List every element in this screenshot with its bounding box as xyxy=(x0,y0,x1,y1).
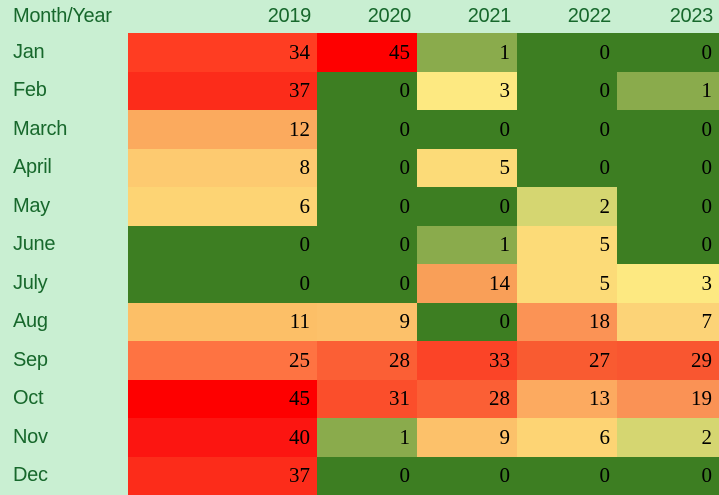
heatmap-cell[interactable]: 3 xyxy=(417,71,517,110)
row-label-dec: Dec xyxy=(0,456,128,495)
heatmap-cell[interactable]: 18 xyxy=(517,302,617,341)
heatmap-cell[interactable]: 0 xyxy=(617,456,719,495)
row-label-aug: Aug xyxy=(0,302,128,341)
row-label-july: July xyxy=(0,264,128,303)
heatmap-cell[interactable]: 0 xyxy=(317,187,417,226)
heatmap-cell[interactable]: 29 xyxy=(617,341,719,380)
heatmap-cell[interactable]: 2 xyxy=(517,187,617,226)
heatmap-cell[interactable]: 0 xyxy=(128,225,317,264)
heatmap-cell[interactable]: 1 xyxy=(617,71,719,110)
row-label-may: May xyxy=(0,187,128,226)
heatmap-cell[interactable]: 0 xyxy=(617,148,719,187)
row-label-jan: Jan xyxy=(0,33,128,72)
heatmap-cell[interactable]: 0 xyxy=(317,225,417,264)
heatmap-cell[interactable]: 40 xyxy=(128,418,317,457)
heatmap-cell[interactable]: 14 xyxy=(417,264,517,303)
heatmap-cell[interactable]: 0 xyxy=(317,456,417,495)
heatmap-cell[interactable]: 11 xyxy=(128,302,317,341)
heatmap-cell[interactable]: 6 xyxy=(128,187,317,226)
column-header-2021: 2021 xyxy=(467,5,512,27)
heatmap-cell[interactable]: 13 xyxy=(517,379,617,418)
heatmap-cell[interactable]: 31 xyxy=(317,379,417,418)
heatmap-cell[interactable]: 5 xyxy=(517,225,617,264)
column-header-2019: 2019 xyxy=(267,5,312,27)
heatmap-cell[interactable]: 0 xyxy=(517,33,617,72)
heatmap-cell[interactable]: 37 xyxy=(128,456,317,495)
heatmap-cell[interactable]: 0 xyxy=(617,33,719,72)
heatmap-cell[interactable]: 8 xyxy=(128,148,317,187)
heatmap-cell[interactable]: 0 xyxy=(517,148,617,187)
heatmap-cell[interactable]: 45 xyxy=(317,33,417,72)
heatmap-cell[interactable]: 0 xyxy=(317,110,417,149)
heatmap-cell[interactable]: 19 xyxy=(617,379,719,418)
heatmap-cell[interactable]: 33 xyxy=(417,341,517,380)
heatmap-cell[interactable]: 7 xyxy=(617,302,719,341)
heatmap-cell[interactable]: 0 xyxy=(417,456,517,495)
heatmap-cell[interactable]: 0 xyxy=(317,148,417,187)
row-label-feb: Feb xyxy=(0,71,128,110)
heatmap-cell[interactable]: 5 xyxy=(417,148,517,187)
heatmap-cell[interactable]: 1 xyxy=(417,33,517,72)
heatmap-cell[interactable]: 5 xyxy=(517,264,617,303)
heatmap-cell[interactable]: 0 xyxy=(617,225,719,264)
row-label-nov: Nov xyxy=(0,418,128,457)
heatmap-cell[interactable]: 0 xyxy=(417,110,517,149)
heatmap-cell[interactable]: 45 xyxy=(128,379,317,418)
heatmap-cell[interactable]: 34 xyxy=(128,33,317,72)
row-label-oct: Oct xyxy=(0,379,128,418)
corner-header-month-year: Month/Year xyxy=(13,5,112,27)
heatmap-cell[interactable]: 25 xyxy=(128,341,317,380)
row-label-march: March xyxy=(0,110,128,149)
heatmap-cell[interactable]: 0 xyxy=(417,187,517,226)
column-header-2023: 2023 xyxy=(669,5,714,27)
heatmap-cell[interactable]: 6 xyxy=(517,418,617,457)
heatmap-cell[interactable]: 2 xyxy=(617,418,719,457)
row-label-sep: Sep xyxy=(0,341,128,380)
heatmap-cell[interactable]: 0 xyxy=(617,187,719,226)
heatmap-cell[interactable]: 0 xyxy=(417,302,517,341)
heatmap-cell[interactable]: 28 xyxy=(417,379,517,418)
heatmap-cell[interactable]: 37 xyxy=(128,71,317,110)
heatmap-cell[interactable]: 1 xyxy=(317,418,417,457)
heatmap-cell[interactable]: 0 xyxy=(617,110,719,149)
heatmap-cell[interactable]: 0 xyxy=(517,456,617,495)
heatmap-cell[interactable]: 0 xyxy=(517,71,617,110)
heatmap-cell[interactable]: 12 xyxy=(128,110,317,149)
row-label-june: June xyxy=(0,225,128,264)
heatmap-cell[interactable]: 0 xyxy=(517,110,617,149)
column-header-2022: 2022 xyxy=(567,5,612,27)
heatmap-cell[interactable]: 28 xyxy=(317,341,417,380)
heatmap-cell[interactable]: 9 xyxy=(417,418,517,457)
heatmap-cell[interactable]: 1 xyxy=(417,225,517,264)
heatmap-cell[interactable]: 3 xyxy=(617,264,719,303)
heatmap-cell[interactable]: 0 xyxy=(317,264,417,303)
heatmap-cell[interactable]: 27 xyxy=(517,341,617,380)
column-header-2020: 2020 xyxy=(367,5,412,27)
row-label-april: April xyxy=(0,148,128,187)
heatmap-cell[interactable]: 0 xyxy=(128,264,317,303)
heatmap-cell[interactable]: 9 xyxy=(317,302,417,341)
heatmap-cell[interactable]: 0 xyxy=(317,71,417,110)
